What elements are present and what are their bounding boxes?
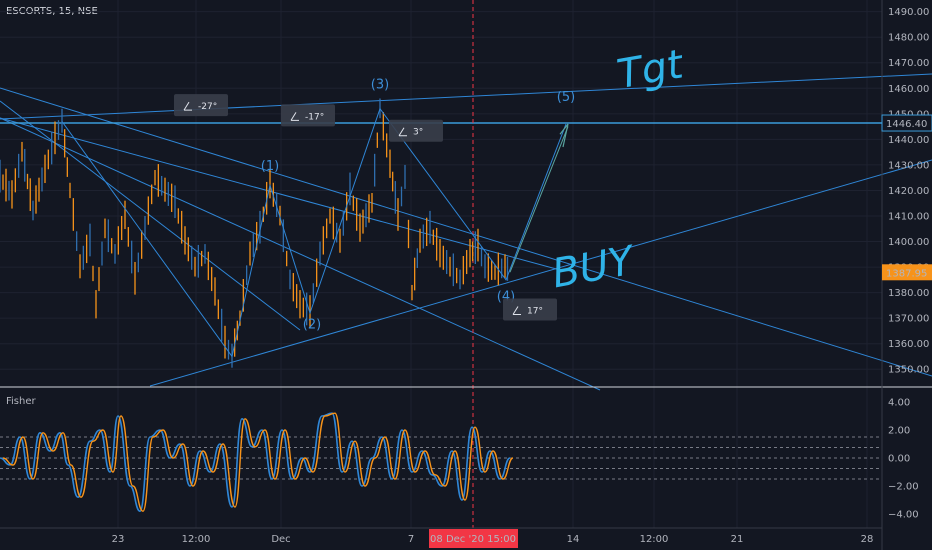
indicator-tick-label: −4.00: [888, 510, 919, 521]
handwritten-annotation: Tgt: [614, 41, 688, 98]
cursor-time-label: 08 Dec '20 15:00: [430, 534, 516, 545]
price-tick-label: 1380.00: [888, 288, 929, 299]
price-tick-label: 1370.00: [888, 314, 929, 325]
angle-icon: [290, 112, 299, 121]
trendline: [0, 73, 932, 120]
price-tick-label: 1360.00: [888, 339, 929, 350]
trendline: [149, 159, 932, 387]
arrow-head: [559, 123, 569, 148]
fisher-series: [0, 412, 882, 513]
wave-label: (1): [261, 159, 279, 174]
angle-badge-label: 3°: [413, 128, 423, 138]
time-tick-label: 12:00: [640, 534, 669, 545]
time-tick-label: 12:00: [182, 534, 211, 545]
price-tick-label: 1400.00: [888, 237, 929, 248]
angle-icon: [398, 127, 407, 137]
wave-label: (2): [303, 317, 321, 332]
indicator-tick-label: 4.00: [888, 398, 910, 409]
indicator-tick-label: −2.00: [888, 482, 919, 493]
projection-line: [509, 126, 569, 273]
time-tick-label: Dec: [271, 534, 290, 545]
trendline: [0, 100, 301, 331]
time-tick-label: 21: [731, 534, 744, 545]
handwritten-annotation: BUY: [549, 237, 640, 297]
fisher-line: [0, 412, 511, 513]
wave-path: [61, 107, 567, 358]
current-price-tag: [882, 264, 932, 281]
price-series: [0, 98, 509, 368]
price-tick-label: 1410.00: [888, 211, 929, 222]
price-tick-label: 1480.00: [888, 33, 929, 44]
time-tick-label: 7: [408, 534, 414, 545]
trendline: [0, 117, 601, 391]
price-tick-label: 1490.00: [888, 7, 929, 18]
angle-badge-label: 17°: [527, 306, 543, 316]
price-tick-label: 1430.00: [888, 160, 929, 171]
trigger-line: [2, 412, 514, 512]
price-tick-label: 1470.00: [888, 58, 929, 69]
price-tick-label: 1440.00: [888, 135, 929, 146]
indicator-tick-label: 2.00: [888, 426, 910, 437]
price-tick-label: 1420.00: [888, 186, 929, 197]
level-price-tag: [881, 114, 932, 132]
wave-label: (5): [557, 90, 575, 105]
price-tick-label: 1460.00: [888, 84, 929, 95]
time-tick-label: 14: [567, 534, 580, 545]
trendlines: [0, 0, 932, 528]
angle-icon: [183, 101, 192, 111]
indicator-label: Fisher: [6, 396, 36, 407]
angle-badge-label: -27°: [198, 102, 217, 112]
level-price-label: 1446.40: [886, 119, 927, 130]
price-tick-label: 1350.00: [888, 365, 929, 376]
time-tick-label: 28: [861, 534, 874, 545]
angle-icon: [512, 306, 521, 315]
time-tick-label: 23: [112, 534, 125, 545]
angle-badge-label: -17°: [305, 112, 324, 122]
current-price-label: 1387.95: [886, 268, 927, 279]
trendline: [0, 117, 561, 271]
trendline: [0, 87, 932, 377]
indicator-tick-label: 0.00: [888, 454, 910, 465]
cursor-time-tag: [429, 529, 518, 548]
wave-label: (3): [371, 77, 389, 92]
